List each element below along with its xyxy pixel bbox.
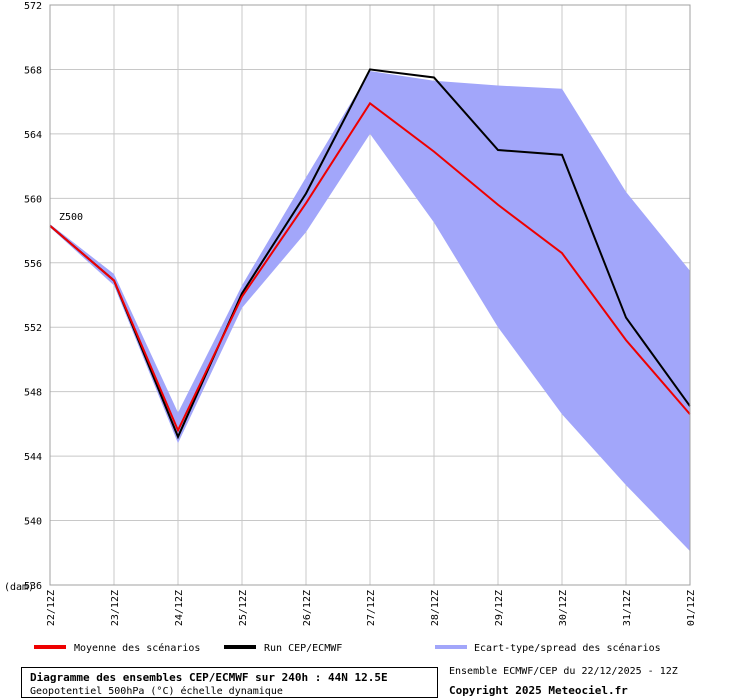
x-tick-label: 30/12Z [558,590,569,626]
y-tick-label: 560 [24,194,42,205]
legend-swatch-mean [34,645,66,649]
y-tick-label: 564 [24,130,42,141]
x-tick-label: 22/12Z [46,590,57,626]
x-tick-label: 27/12Z [366,590,377,626]
x-tick-label: 26/12Z [302,590,313,626]
x-tick-label: 29/12Z [494,590,505,626]
x-tick-label: 28/12Z [430,590,441,626]
ensemble-run-info: Ensemble ECMWF/CEP du 22/12/2025 - 12Z [449,666,678,677]
legend-label-mean: Moyenne des scénarios [74,642,200,654]
legend: Moyenne des scénarios Run CEP/ECMWF Ecar… [34,642,661,654]
copyright: Copyright 2025 Meteociel.fr [449,684,628,697]
x-tick-labels: 22/12Z 23/12Z 24/12Z 25/12Z 26/12Z 27/12Z 28/1… [46,590,697,626]
ensemble-chart: 572 568 564 560 556 552 548 544 540 536 22/12Z 23/… [4,1,697,654]
y-tick-label: 552 [24,323,42,334]
spread-band [50,71,690,552]
info-box: Diagramme des ensembles CEP/ECMWF sur 24… [21,667,438,698]
chart-title: Diagramme des ensembles CEP/ECMWF sur 24… [30,671,388,684]
legend-label-run: Run CEP/ECMWF [264,643,342,654]
y-tick-label: 540 [24,517,42,528]
legend-label-spread: Ecart-type/spread des scénarios [474,642,661,654]
y-axis-label: (dam) [4,582,34,593]
y-tick-labels: 572 568 564 560 556 552 548 544 540 536 [24,1,42,592]
x-tick-label: 25/12Z [238,590,249,626]
x-tick-label: 31/12Z [622,590,633,626]
y-tick-label: 548 [24,388,42,399]
run-ecmwf-line [49,68,691,440]
plot-border [49,4,691,586]
y-tick-label: 536 [24,581,42,592]
y-tick-label: 556 [24,259,42,270]
x-tick-label: 24/12Z [174,590,185,626]
mean-line [49,101,691,433]
y-tick-label: 568 [24,65,42,76]
legend-swatch-spread [435,645,467,649]
x-tick-label: 01/12Z [686,590,697,626]
x-tick-label: 23/12Z [110,590,121,626]
legend-swatch-run [224,645,256,649]
chart-subtitle: Geopotentiel 500hPa (°C) échelle dynamiq… [30,686,283,697]
series-label: Z500 [59,212,83,223]
y-tick-label: 544 [24,452,42,463]
y-tick-label: 572 [24,1,42,12]
